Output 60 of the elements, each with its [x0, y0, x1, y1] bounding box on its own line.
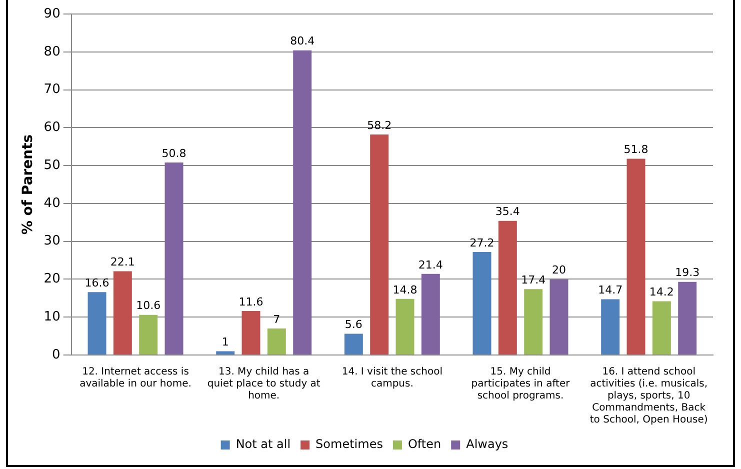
y-tick-label: 80 — [44, 44, 60, 60]
y-tick-label: 40 — [44, 196, 60, 211]
bar — [242, 311, 260, 354]
y-tick-label: 10 — [44, 309, 60, 324]
data-label: 16.6 — [84, 276, 110, 290]
bar — [652, 301, 671, 354]
x-tick-label: 12. Internet access is available in our home. — [80, 366, 192, 390]
bar — [601, 299, 620, 354]
legend-label: Always — [466, 437, 508, 452]
data-label: 21.4 — [418, 258, 443, 272]
bar — [216, 351, 235, 354]
bar — [550, 279, 568, 354]
x-tick-label: 15. My child participates in after school programs. — [471, 366, 571, 402]
bar — [678, 282, 697, 354]
legend-label: Often — [408, 437, 442, 452]
data-label: 50.8 — [162, 146, 186, 160]
data-label: 5.6 — [344, 318, 362, 332]
bar — [88, 292, 106, 354]
y-tick-label: 70 — [44, 82, 60, 98]
data-label: 35.4 — [495, 205, 520, 218]
bar — [472, 252, 492, 354]
bar — [498, 220, 517, 354]
data-label: 22.1 — [110, 256, 135, 269]
legend-label: Sometimes — [316, 437, 383, 452]
bar — [139, 314, 158, 354]
y-tick-label: 20 — [44, 272, 60, 287]
y-tick-label: 0 — [52, 347, 60, 362]
data-label: 17.4 — [521, 273, 546, 286]
bar — [524, 289, 543, 354]
bar — [344, 334, 363, 354]
y-tick-label: 50 — [44, 158, 60, 173]
data-label: 14.8 — [392, 283, 418, 296]
bar — [293, 50, 312, 354]
bar — [396, 298, 414, 354]
x-tick-label: 14. I visit the school campus. — [342, 366, 442, 390]
data-label: 14.2 — [649, 286, 674, 299]
bar — [370, 134, 389, 354]
data-label: 19.3 — [675, 266, 700, 280]
y-axis-title: % of Parents — [20, 134, 36, 235]
data-label: 20 — [552, 264, 566, 277]
data-label: 7 — [273, 312, 280, 326]
bar — [421, 274, 440, 354]
y-tick-label: 90 — [44, 6, 60, 22]
data-label: 11.6 — [238, 295, 264, 308]
data-label: 1 — [222, 336, 229, 349]
bar — [164, 162, 184, 354]
data-label: 27.2 — [470, 236, 494, 250]
legend-label: Not at all — [236, 437, 291, 452]
data-label: 10.6 — [136, 299, 161, 312]
y-tick-label: 30 — [44, 234, 60, 249]
bar — [113, 271, 132, 354]
data-label: 51.8 — [624, 143, 648, 156]
y-tick-label: 60 — [44, 120, 60, 136]
bar — [267, 328, 286, 354]
data-label: 80.4 — [290, 34, 315, 48]
bar — [626, 158, 646, 354]
x-tick-label: 16. I attend school activities (i.e. musicals, plays, sports, 10 Commandments, Back to School, Open House) — [590, 366, 708, 426]
x-tick-label: 13. My child has a quiet place to study at home. — [207, 366, 320, 402]
data-label: 58.2 — [367, 118, 392, 132]
data-label: 14.7 — [598, 284, 623, 297]
